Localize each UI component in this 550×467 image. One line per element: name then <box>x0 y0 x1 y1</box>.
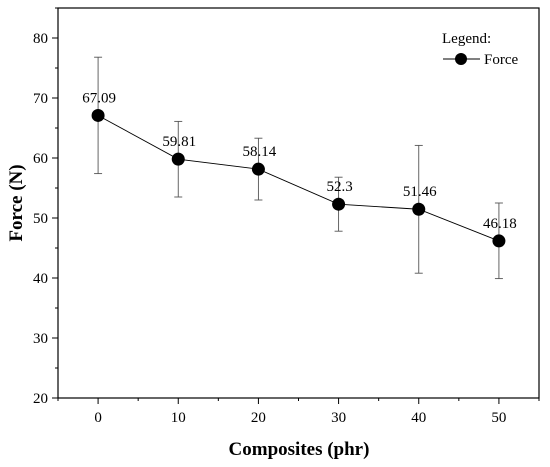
legend-entry-force: Force <box>484 52 518 68</box>
y-tick-label: 60 <box>33 151 48 167</box>
data-point <box>91 108 105 122</box>
x-tick-label: 50 <box>491 410 506 426</box>
x-tick-label: 40 <box>411 410 426 426</box>
x-tick-label: 10 <box>171 410 186 426</box>
legend-marker <box>455 53 467 65</box>
data-label: 59.81 <box>162 134 196 150</box>
x-tick-label: 0 <box>94 410 102 426</box>
x-tick-label: 30 <box>331 410 346 426</box>
x-tick-label: 20 <box>251 410 266 426</box>
data-label: 67.09 <box>82 90 116 106</box>
series-force: 67.09 59.81 58.14 52.3 51.46 46.18 <box>82 56 517 280</box>
data-label: 58.14 <box>243 144 277 160</box>
x-axis-title: Composites (phr) <box>229 439 370 460</box>
series-line <box>97 115 500 242</box>
data-point <box>412 202 426 216</box>
y-axis-title: Force (N) <box>6 164 27 241</box>
y-tick-label: 50 <box>33 211 48 227</box>
data-point <box>171 152 185 166</box>
y-tick-label: 80 <box>33 31 48 47</box>
y-tick-label: 70 <box>33 91 48 107</box>
y-tick-label: 40 <box>33 271 48 287</box>
x-axis: 0 10 20 30 40 50 <box>57 398 540 426</box>
y-axis: 20 30 40 50 60 70 80 <box>33 7 58 407</box>
data-point <box>332 197 346 211</box>
data-label: 51.46 <box>403 184 437 200</box>
y-tick-label: 20 <box>33 391 48 407</box>
legend: Legend: Force <box>442 31 518 68</box>
data-label: 52.3 <box>326 179 352 195</box>
y-tick-label: 30 <box>33 331 48 347</box>
plot-frame <box>57 7 540 399</box>
data-label: 46.18 <box>483 216 517 232</box>
data-point <box>492 234 506 248</box>
data-point <box>251 162 265 176</box>
legend-title: Legend: <box>442 31 491 47</box>
